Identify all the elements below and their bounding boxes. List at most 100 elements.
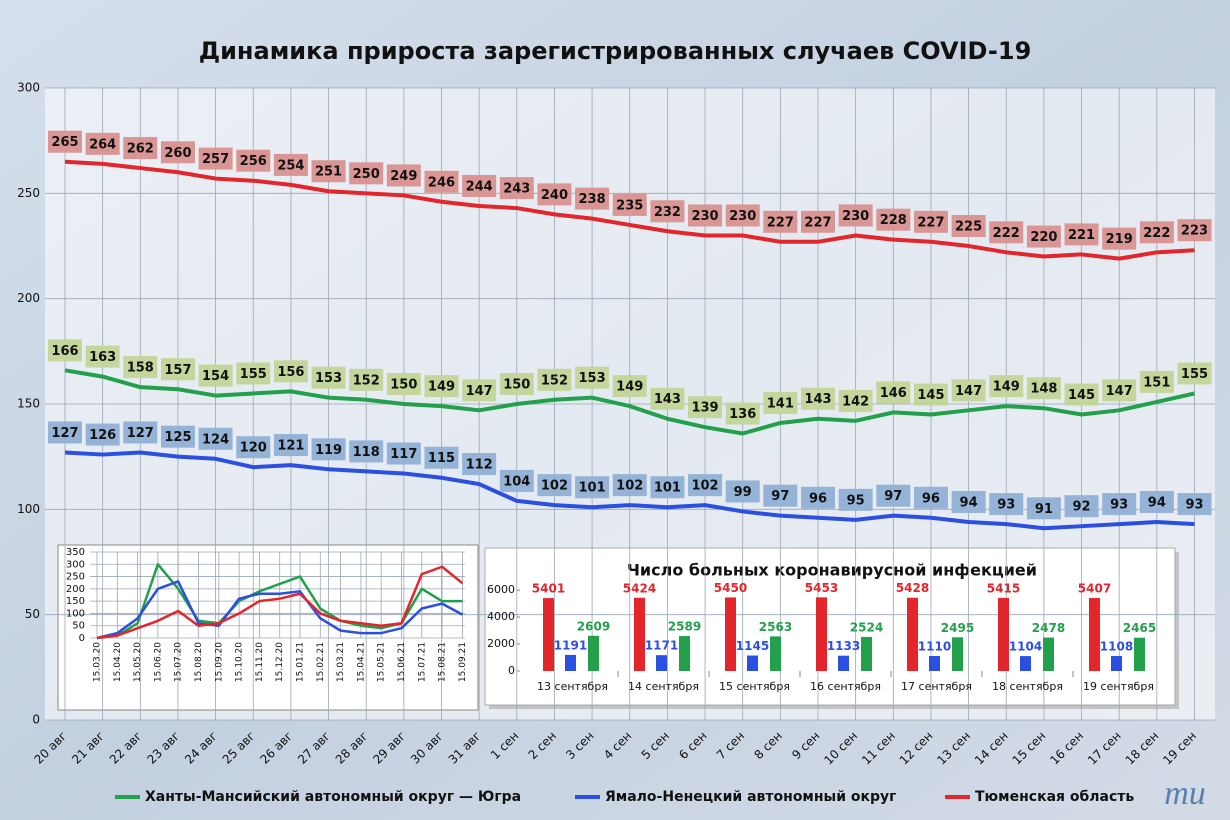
x-tick-label: 15.10.20: [235, 642, 245, 682]
bar: [725, 597, 736, 671]
y-tick-label: 350: [66, 547, 85, 558]
value-label: 158: [127, 361, 154, 376]
value-label-box: [386, 164, 421, 187]
value-label: 104: [503, 474, 530, 489]
value-label: 148: [1030, 382, 1057, 397]
value-label: 115: [428, 451, 455, 466]
value-label-box: [537, 474, 572, 497]
value-label-box: [160, 425, 195, 448]
value-label: 2478: [1032, 621, 1065, 635]
value-label-box: [1064, 383, 1099, 406]
value-label-box: [349, 440, 384, 463]
value-label-box: [989, 493, 1024, 516]
value-label: 93: [1185, 498, 1203, 513]
value-label-box: [801, 387, 835, 410]
inset-frame: [484, 547, 1176, 706]
value-label: 243: [503, 182, 530, 197]
y-tick-label: 150: [66, 596, 85, 607]
value-label: 1133: [827, 639, 860, 653]
value-label: 102: [541, 479, 568, 494]
legend-label: Тюменская область: [975, 789, 1134, 805]
value-label: 254: [277, 158, 304, 173]
value-label-box: [1102, 493, 1137, 516]
value-label: 91: [1035, 502, 1053, 517]
value-label-box: [349, 162, 384, 185]
value-label-box: [311, 366, 346, 389]
value-label: 95: [847, 493, 865, 508]
value-label: 221: [1068, 228, 1095, 243]
value-label: 155: [1181, 367, 1208, 382]
series-line: [64, 368, 1195, 436]
value-label-box: [876, 208, 911, 231]
x-tick-label: 15.07.21: [417, 642, 427, 682]
y-tick-label: 6000: [487, 583, 515, 596]
value-label: 230: [691, 209, 718, 224]
bar: [998, 597, 1009, 671]
value-label-box: [612, 474, 647, 497]
value-label-box: [913, 486, 948, 509]
value-label: 230: [729, 209, 756, 224]
x-tick-label: 19 сентября: [1083, 680, 1154, 693]
y-tick-label: 0: [32, 713, 40, 727]
value-label-box: [1026, 377, 1061, 400]
x-tick-label: 15.08.20: [194, 642, 204, 682]
value-label-box: [48, 421, 82, 444]
value-label: 257: [202, 152, 229, 167]
value-label: 238: [579, 192, 606, 207]
value-label-box: [951, 379, 986, 402]
bar: [952, 637, 963, 671]
value-label-box: [575, 476, 610, 499]
bar: [679, 636, 690, 671]
value-label-box: [424, 170, 459, 193]
value-label: 99: [734, 485, 752, 500]
value-label: 1108: [1100, 640, 1133, 654]
value-label-box: [198, 427, 233, 450]
value-label-box: [1026, 497, 1061, 520]
value-label-box: [838, 204, 873, 227]
value-label: 143: [654, 392, 681, 407]
value-label: 93: [1110, 498, 1128, 513]
value-label: 2465: [1123, 621, 1156, 635]
value-label: 127: [51, 426, 78, 441]
value-label: 93: [997, 498, 1015, 513]
value-label: 96: [809, 491, 827, 506]
value-label-box: [1064, 495, 1099, 518]
value-label-box: [1064, 223, 1099, 246]
value-label: 92: [1073, 500, 1091, 515]
y-tick-label: 0: [79, 633, 85, 644]
bar: [634, 597, 645, 671]
value-label: 143: [804, 392, 831, 407]
x-tick-label: 15.04.20: [113, 642, 123, 682]
value-label: 5428: [896, 581, 929, 595]
y-tick-label: 250: [17, 186, 40, 200]
value-label: 152: [353, 373, 380, 388]
value-label-box: [198, 147, 233, 170]
value-label: 249: [390, 169, 417, 184]
x-tick-label: 17 сентября: [901, 680, 972, 693]
value-label-box: [688, 396, 723, 419]
value-label: 102: [691, 479, 718, 494]
value-label: 225: [955, 220, 982, 235]
value-label-box: [725, 480, 760, 503]
value-label: 232: [654, 205, 681, 220]
value-label: 1110: [918, 640, 951, 654]
value-label-box: [236, 362, 271, 385]
value-label-box: [462, 379, 497, 402]
chart-title: Динамика прироста зарегистрированных слу…: [199, 37, 1032, 65]
value-label-box: [273, 434, 308, 457]
value-label: 5450: [714, 581, 747, 595]
value-label-box: [612, 375, 647, 398]
value-label: 147: [1106, 384, 1133, 399]
value-label-box: [801, 210, 835, 233]
series-line: [64, 450, 1195, 531]
value-label-box: [123, 421, 158, 444]
x-tick-label: 15.12.20: [275, 642, 285, 682]
value-label: 5401: [532, 582, 565, 596]
value-label: 151: [1143, 375, 1170, 390]
value-label-box: [725, 402, 760, 425]
bar: [929, 656, 940, 671]
value-label-box: [989, 221, 1024, 244]
value-label-box: [386, 373, 421, 395]
value-label-box: [1026, 225, 1061, 248]
